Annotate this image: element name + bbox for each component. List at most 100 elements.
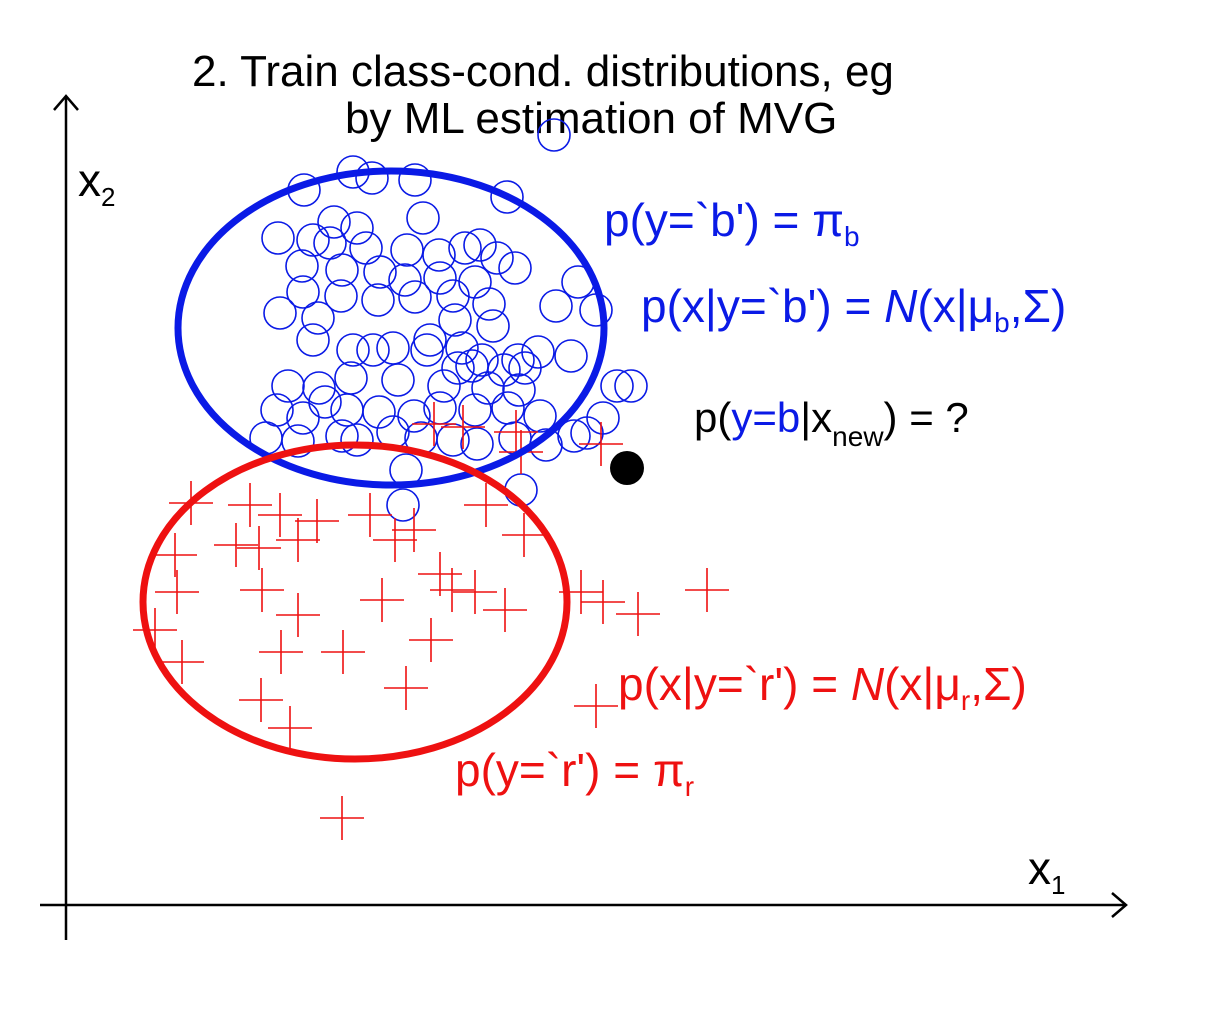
red-point-14 [214, 523, 258, 567]
blue-point-71 [523, 399, 557, 433]
x-axis-label: x1 [1028, 842, 1065, 900]
blue-point-41 [356, 333, 390, 367]
y-axis-label: x2 [78, 154, 115, 212]
blue-point-40 [336, 333, 370, 367]
title-line-2: by ML estimation of MVG [345, 94, 837, 143]
red-point-17 [373, 518, 417, 562]
red-point-32 [409, 618, 453, 662]
red-point-1 [228, 483, 272, 527]
blue-point-4 [490, 180, 524, 214]
red-point-7 [494, 410, 538, 454]
blue-point-49 [441, 351, 475, 385]
blue-point-31 [472, 287, 506, 321]
red-gaussian-contour [139, 441, 571, 763]
red-point-10 [464, 483, 508, 527]
query-sub: new [832, 421, 884, 452]
red-point-18 [155, 570, 199, 614]
red-point-34 [259, 630, 303, 674]
red-point-2 [258, 493, 302, 537]
blue-point-80 [460, 427, 494, 461]
y-axis-label-sub: 2 [101, 182, 115, 212]
blue-point-29 [398, 280, 432, 314]
blue-point-66 [362, 395, 396, 429]
posterior-query-label: p(y=b|xnew) = ? [694, 394, 969, 452]
blue-point-79 [436, 423, 470, 457]
red-point-24 [483, 588, 527, 632]
red-point-4 [348, 493, 392, 537]
blue-point-5 [537, 118, 571, 152]
blue-point-81 [570, 416, 604, 450]
blue-point-21 [363, 255, 397, 289]
blue-point-15 [448, 231, 482, 265]
blue-likelihood-N: N [884, 280, 918, 332]
blue-point-17 [480, 241, 514, 275]
blue-point-61 [614, 369, 648, 403]
red-likelihood-N: N [851, 658, 885, 710]
blue-point-55 [334, 361, 368, 395]
blue-point-64 [308, 385, 342, 419]
red-point-11 [392, 508, 436, 552]
red-point-28 [685, 568, 729, 612]
blue-point-68 [423, 391, 457, 425]
blue-point-52 [508, 351, 542, 385]
blue-point-37 [476, 309, 510, 343]
red-likelihood-sub: r [961, 685, 970, 716]
blue-point-24 [458, 265, 492, 299]
red-likelihood-label: p(x|y=`r') = N(x|μr,Σ) [618, 658, 1027, 716]
red-point-26 [581, 580, 625, 624]
blue-point-44 [445, 331, 479, 365]
red-point-31 [321, 630, 365, 674]
x-axis-arrowhead [1111, 892, 1128, 918]
red-point-27 [616, 592, 660, 636]
blue-point-46 [501, 343, 535, 377]
red-point-5 [412, 402, 456, 446]
blue-point-23 [423, 261, 457, 295]
blue-point-1 [355, 161, 389, 195]
blue-point-16 [463, 228, 497, 262]
blue-point-53 [271, 369, 305, 403]
blue-likelihood-sub: b [994, 307, 1010, 338]
blue-point-6 [317, 205, 351, 239]
blue-point-57 [427, 369, 461, 403]
blue-likelihood-label: p(x|y=`b') = N(x|μb,Σ) [641, 280, 1066, 338]
red-point-13 [153, 533, 197, 577]
blue-point-54 [302, 371, 336, 405]
blue-point-60 [600, 369, 634, 403]
blue-prior-sub: b [844, 221, 860, 252]
blue-point-59 [502, 373, 536, 407]
blue-prior-pi: π [812, 194, 844, 246]
blue-gaussian-contour [174, 167, 608, 489]
blue-point-38 [410, 333, 444, 367]
blue-point-42 [376, 331, 410, 365]
blue-point-22 [388, 263, 422, 297]
blue-point-43 [413, 323, 447, 357]
red-prior-pi: π [653, 744, 685, 796]
blue-point-69 [458, 393, 492, 427]
red-point-36 [239, 678, 283, 722]
red-prior-sub: r [685, 771, 694, 802]
blue-point-63 [286, 401, 320, 435]
blue-point-2 [398, 163, 432, 197]
blue-point-9 [261, 221, 295, 255]
blue-point-8 [406, 201, 440, 235]
blue-prior-label: p(y=`b') = πb [604, 194, 860, 252]
red-point-21 [418, 552, 462, 596]
blue-class-points [249, 118, 648, 522]
axes [40, 94, 1128, 940]
red-point-6 [441, 405, 485, 449]
blue-point-45 [465, 343, 499, 377]
blue-point-56 [381, 363, 415, 397]
red-point-29 [133, 608, 177, 652]
blue-point-30 [436, 279, 470, 313]
query-y-eq-b: y=b [731, 394, 800, 441]
blue-point-13 [390, 233, 424, 267]
red-point-38 [574, 684, 618, 728]
blue-point-75 [325, 419, 359, 453]
red-point-39 [320, 796, 364, 840]
blue-point-86 [386, 488, 420, 522]
red-point-20 [360, 578, 404, 622]
blue-point-82 [557, 419, 591, 453]
blue-point-32 [539, 289, 573, 323]
red-point-9 [579, 422, 623, 466]
blue-point-20 [325, 253, 359, 287]
